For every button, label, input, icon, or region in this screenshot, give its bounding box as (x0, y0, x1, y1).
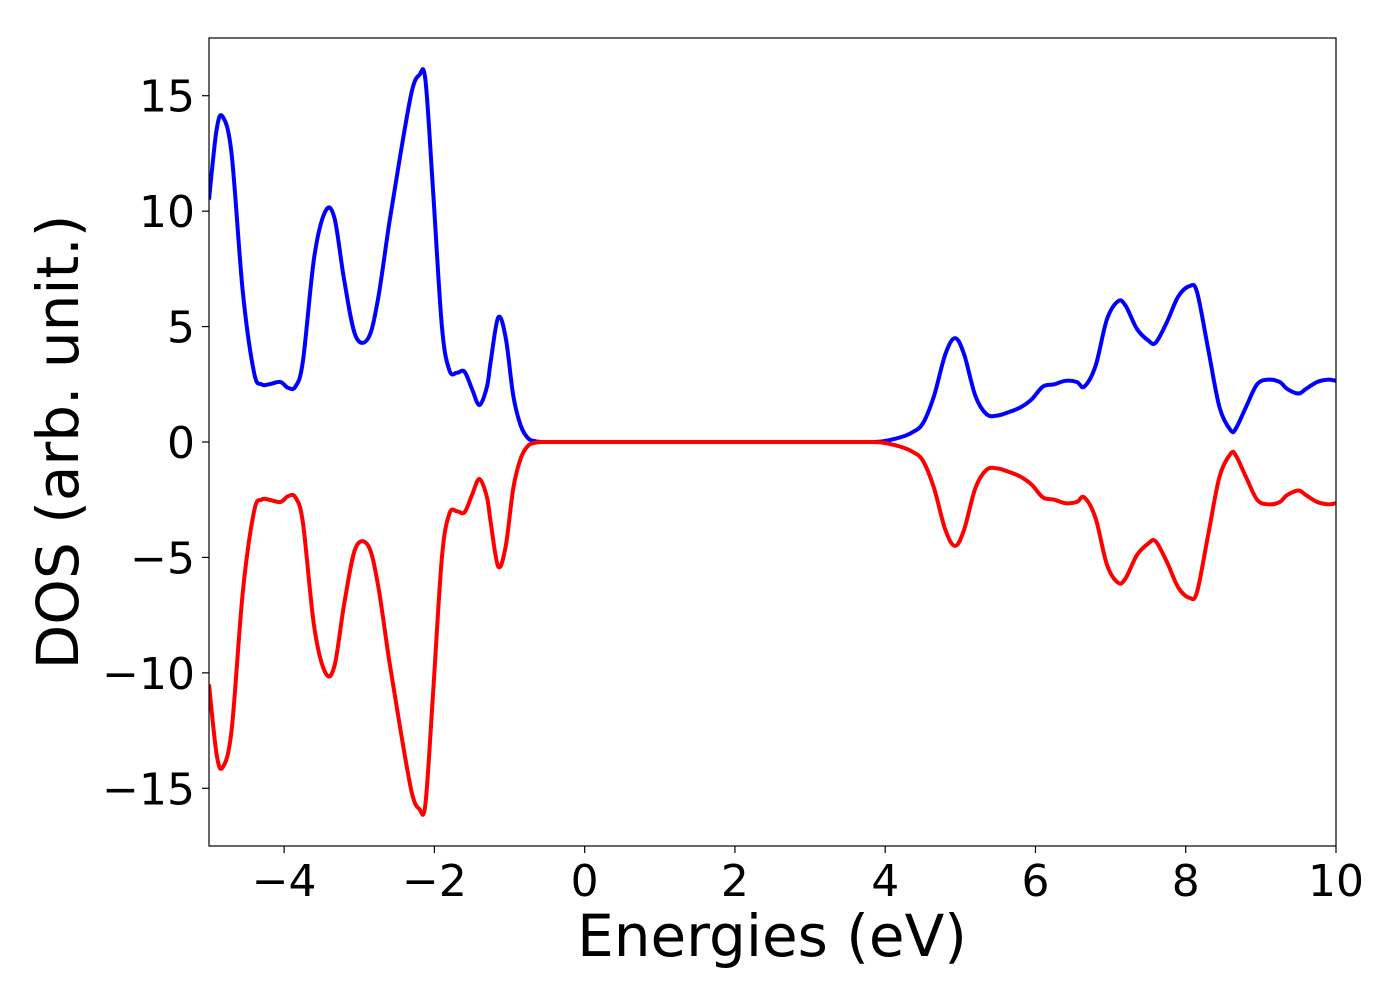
x-axis-label: Energies (eV) (577, 902, 967, 970)
x-tick-label: 0 (571, 856, 599, 907)
x-tick-label: −2 (402, 856, 467, 907)
y-tick-label: 10 (139, 187, 195, 238)
y-tick-label: −10 (102, 649, 195, 700)
series-line-1 (209, 67, 1336, 445)
x-tick-label: 4 (871, 856, 899, 907)
y-axis-label: DOS (arb. unit.) (24, 215, 92, 670)
series-line-2 (209, 439, 1336, 817)
x-axis-ticks: −4 −2 0 2 4 6 8 10 (252, 846, 1364, 907)
x-tick-label: 8 (1172, 856, 1200, 907)
y-axis-ticks: −15 −10 −5 0 5 10 15 (102, 72, 209, 815)
x-tick-label: 6 (1021, 856, 1049, 907)
y-tick-label: 5 (167, 303, 195, 354)
x-tick-label: 10 (1308, 856, 1364, 907)
y-tick-label: −15 (102, 764, 195, 815)
series-layer (209, 67, 1336, 817)
y-tick-label: 15 (139, 72, 195, 123)
y-tick-label: 0 (167, 418, 195, 469)
y-tick-label: −5 (130, 533, 195, 584)
x-tick-label: −4 (252, 856, 317, 907)
x-tick-label: 2 (721, 856, 749, 907)
